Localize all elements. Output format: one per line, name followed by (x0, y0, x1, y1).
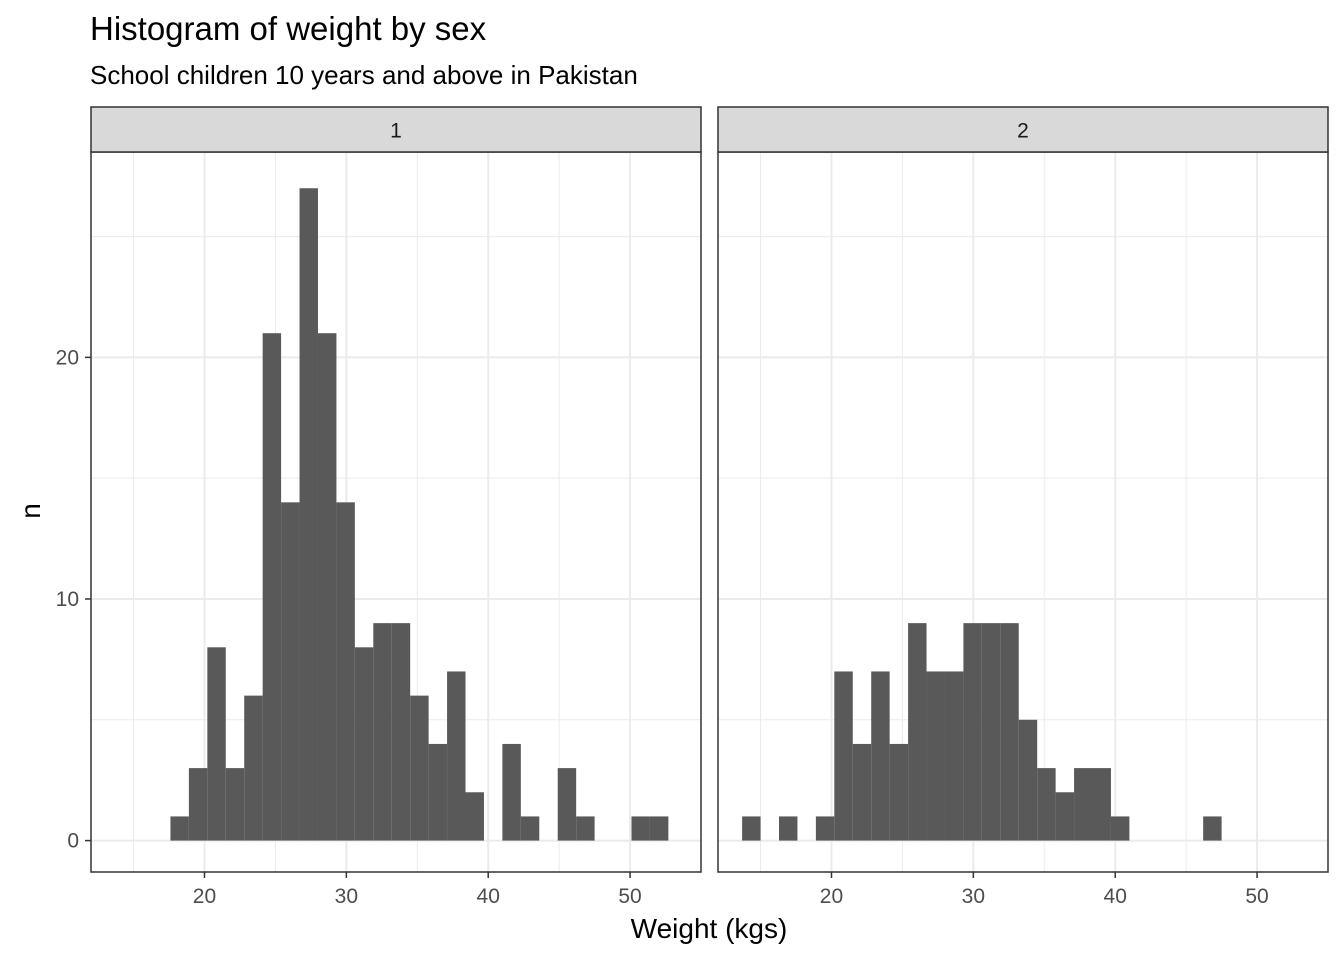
histogram-bar (576, 816, 595, 841)
chart-title: Histogram of weight by sex (90, 10, 487, 47)
histogram-bar (631, 816, 650, 841)
x-axis-title: Weight (kgs) (631, 913, 788, 944)
facet-strip (90, 106, 702, 153)
histogram-bar (815, 816, 835, 841)
histogram-bar (926, 671, 945, 841)
histogram-bar (889, 743, 909, 841)
histogram-bar (834, 671, 853, 841)
histogram-bar (1000, 623, 1019, 841)
histogram-bar (944, 671, 964, 841)
y-tick-label: 10 (56, 588, 79, 611)
histogram-bar (336, 502, 355, 841)
y-axis-title: n (15, 503, 46, 519)
chart-subtitle: School children 10 years and above in Pa… (90, 60, 638, 90)
histogram-bar (170, 816, 189, 841)
histogram-bar (649, 816, 669, 841)
histogram-bar (1092, 768, 1111, 841)
y-tick-label: 0 (67, 830, 79, 853)
histogram-bar (391, 623, 411, 841)
x-tick-label: 50 (1245, 885, 1268, 908)
histogram-bar (354, 647, 374, 841)
x-tick-label: 40 (1104, 885, 1127, 908)
facet-strip-label: 2 (1017, 120, 1029, 143)
histogram-bar (908, 623, 927, 841)
histogram-bar (225, 768, 245, 841)
histogram-bar (317, 333, 337, 841)
histogram-bar (871, 671, 890, 841)
histogram-bar (465, 792, 484, 841)
histogram-bar (1037, 768, 1056, 841)
histogram-bar (373, 623, 392, 841)
x-tick-label: 50 (618, 885, 641, 908)
histogram-bar (779, 816, 798, 841)
x-tick-label: 30 (335, 885, 358, 908)
histogram-bar (963, 623, 982, 841)
histogram-bar (244, 695, 263, 841)
facet-panel-2: 2 20 30 40 50 (717, 106, 1329, 908)
x-tick-label: 20 (193, 885, 216, 908)
histogram-bar (1074, 768, 1093, 841)
x-tick-label: 30 (962, 885, 985, 908)
histogram-bar (207, 647, 226, 841)
facet-strip (717, 106, 1329, 153)
facet-strip-label: 1 (390, 120, 402, 143)
histogram-bar (281, 502, 300, 841)
histogram-bar (742, 816, 761, 841)
x-tick-label: 40 (477, 885, 500, 908)
histogram-bar (1203, 816, 1222, 841)
histogram-bar (188, 768, 208, 841)
histogram-bar (1110, 816, 1130, 841)
facet-panel-1: 1 20 30 40 50 0 10 20 (56, 106, 702, 908)
histogram-bar (502, 743, 521, 841)
y-tick-label: 20 (56, 346, 79, 369)
histogram-bar (557, 768, 577, 841)
facet-panels: 1 20 30 40 50 0 10 20 2 20 30 40 50 (56, 106, 1329, 908)
histogram-bar (852, 743, 872, 841)
histogram-bar (428, 743, 448, 841)
histogram-bar (1055, 792, 1075, 841)
histogram-bar (981, 623, 1001, 841)
histogram-bar (520, 816, 540, 841)
x-tick-label: 20 (820, 885, 843, 908)
histogram-bar (447, 671, 466, 841)
histogram-bar (1018, 719, 1038, 841)
histogram-bar (299, 188, 318, 841)
histogram-bar (410, 695, 429, 841)
histogram-bar (262, 333, 282, 841)
